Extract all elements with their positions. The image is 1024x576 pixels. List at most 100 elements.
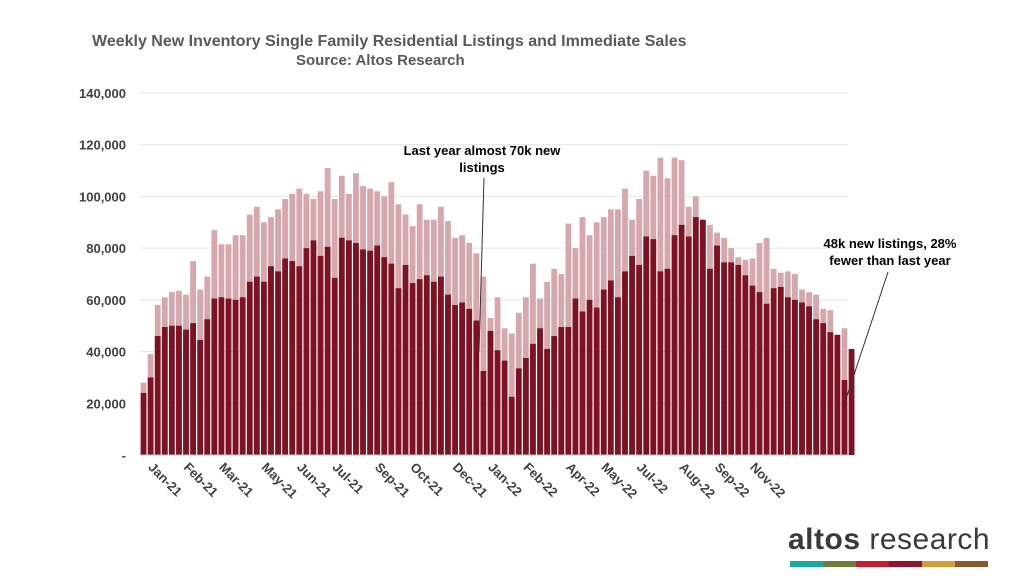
x-tick-label: Nov-22	[747, 460, 788, 501]
x-tick-label: May-21	[259, 460, 301, 502]
bar-immediate-sales	[232, 299, 239, 455]
bar-immediate-sales	[827, 332, 834, 455]
bar-immediate-sales	[735, 264, 742, 455]
x-tick-label: Feb-21	[181, 460, 221, 500]
bar-immediate-sales	[806, 306, 812, 455]
bar-immediate-sales	[161, 327, 168, 455]
bar-immediate-sales	[636, 264, 643, 455]
annotation-last-year-line1: Last year almost 70k new	[404, 143, 562, 158]
x-tick-label: Sep-21	[372, 460, 413, 501]
bar-immediate-sales	[508, 396, 515, 455]
bar-immediate-sales	[586, 299, 593, 455]
bar-immediate-sales	[756, 292, 763, 455]
logo-color-bar	[790, 561, 988, 567]
x-tick-label: Jan-22	[485, 460, 525, 500]
y-tick-label: 60,000	[86, 293, 126, 308]
bar-immediate-sales	[282, 258, 289, 455]
x-tick-label: Apr-22	[563, 460, 603, 500]
y-tick-label: -	[122, 448, 126, 463]
bar-immediate-sales	[792, 299, 798, 455]
logo-color-segment	[922, 561, 955, 567]
annotation-this-year-line2: fewer than last year	[829, 253, 950, 268]
bar-immediate-sales	[494, 350, 501, 455]
bar-immediate-sales	[714, 245, 720, 455]
bar-immediate-sales	[678, 224, 685, 455]
x-tick-label: Aug-22	[676, 460, 718, 502]
bar-immediate-sales	[813, 319, 820, 455]
annotation-last-year: Last year almost 70k new listings	[404, 143, 562, 353]
bar-immediate-sales	[742, 275, 749, 455]
bar-immediate-sales	[190, 323, 197, 455]
bar-immediate-sales	[197, 339, 204, 455]
bar-immediate-sales	[317, 255, 324, 455]
bar-immediate-sales	[360, 249, 366, 455]
chart-title: Weekly New Inventory Single Family Resid…	[92, 33, 687, 50]
bar-immediate-sales	[204, 319, 211, 455]
chart-subtitle: Source: Altos Research	[296, 52, 465, 69]
bar-immediate-sales	[268, 266, 274, 455]
logo-color-segment	[790, 561, 823, 567]
logo-word-research: research	[869, 523, 991, 556]
x-tick-label: Dec-21	[450, 460, 491, 501]
bar-immediate-sales	[140, 392, 147, 455]
bar-immediate-sales	[671, 235, 678, 455]
bar-immediate-sales	[261, 281, 267, 455]
annotation-last-year-leader	[478, 177, 485, 353]
bar-immediate-sales	[699, 219, 706, 455]
bar-immediate-sales	[763, 303, 770, 455]
bar-immediate-sales	[253, 276, 260, 455]
bar-immediate-sales	[168, 325, 175, 455]
bar-immediate-sales	[515, 368, 522, 455]
bar-immediate-sales	[799, 302, 805, 455]
bar-immediate-sales	[338, 237, 345, 455]
x-tick-label: Jun-21	[294, 460, 334, 500]
bar-immediate-sales	[452, 305, 458, 455]
annotation-last-year-line2: listings	[459, 160, 505, 175]
bar-immediate-sales	[565, 327, 572, 455]
bar-immediate-sales	[537, 328, 543, 455]
altos-research-logo: altos research	[788, 523, 990, 557]
bar-immediate-sales	[558, 327, 565, 455]
bar-immediate-sales	[147, 377, 154, 455]
bar-immediate-sales	[749, 285, 756, 455]
x-tick-label: Oct-21	[407, 460, 446, 499]
y-tick-label: 40,000	[86, 345, 126, 360]
logo-color-segment	[823, 561, 856, 567]
bar-immediate-sales	[522, 358, 529, 455]
bar-immediate-sales	[593, 307, 600, 455]
x-tick-label: May-22	[599, 460, 641, 502]
bar-immediate-sales	[409, 283, 416, 455]
y-tick-label: 140,000	[79, 86, 126, 101]
bar-immediate-sales	[416, 279, 423, 455]
series-new-listings	[140, 157, 848, 456]
x-tick-label: Sep-22	[712, 460, 753, 501]
bar-immediate-sales	[154, 336, 161, 455]
bar-immediate-sales	[777, 286, 784, 455]
y-axis-tick-labels: - 20,000 40,000 60,000 80,000 100,000 120,000 1…	[79, 86, 126, 463]
bar-immediate-sales	[331, 277, 338, 455]
bar-immediate-sales	[324, 246, 331, 455]
series-immediate-sales	[140, 217, 855, 455]
bar-immediate-sales	[296, 266, 303, 455]
bar-immediate-sales	[430, 281, 437, 455]
bar-immediate-sales	[770, 288, 777, 455]
bar-immediate-sales	[622, 271, 628, 455]
logo-word-altos: altos	[788, 523, 861, 556]
bar-immediate-sales	[728, 262, 735, 455]
bar-immediate-sales	[834, 334, 841, 455]
y-tick-label: 80,000	[86, 241, 126, 256]
y-tick-label: 120,000	[79, 138, 126, 153]
bar-immediate-sales	[423, 275, 430, 455]
bar-immediate-sales	[466, 308, 473, 455]
x-tick-label: Jan-21	[145, 460, 185, 500]
bar-immediate-sales	[820, 323, 827, 455]
bar-immediate-sales	[650, 239, 657, 455]
bar-immediate-sales	[579, 311, 586, 455]
bar-immediate-sales	[480, 370, 487, 455]
bar-immediate-sales	[402, 264, 409, 455]
x-tick-label: Feb-22	[521, 460, 561, 500]
bar-immediate-sales	[473, 320, 480, 455]
bar-immediate-sales	[657, 271, 664, 455]
